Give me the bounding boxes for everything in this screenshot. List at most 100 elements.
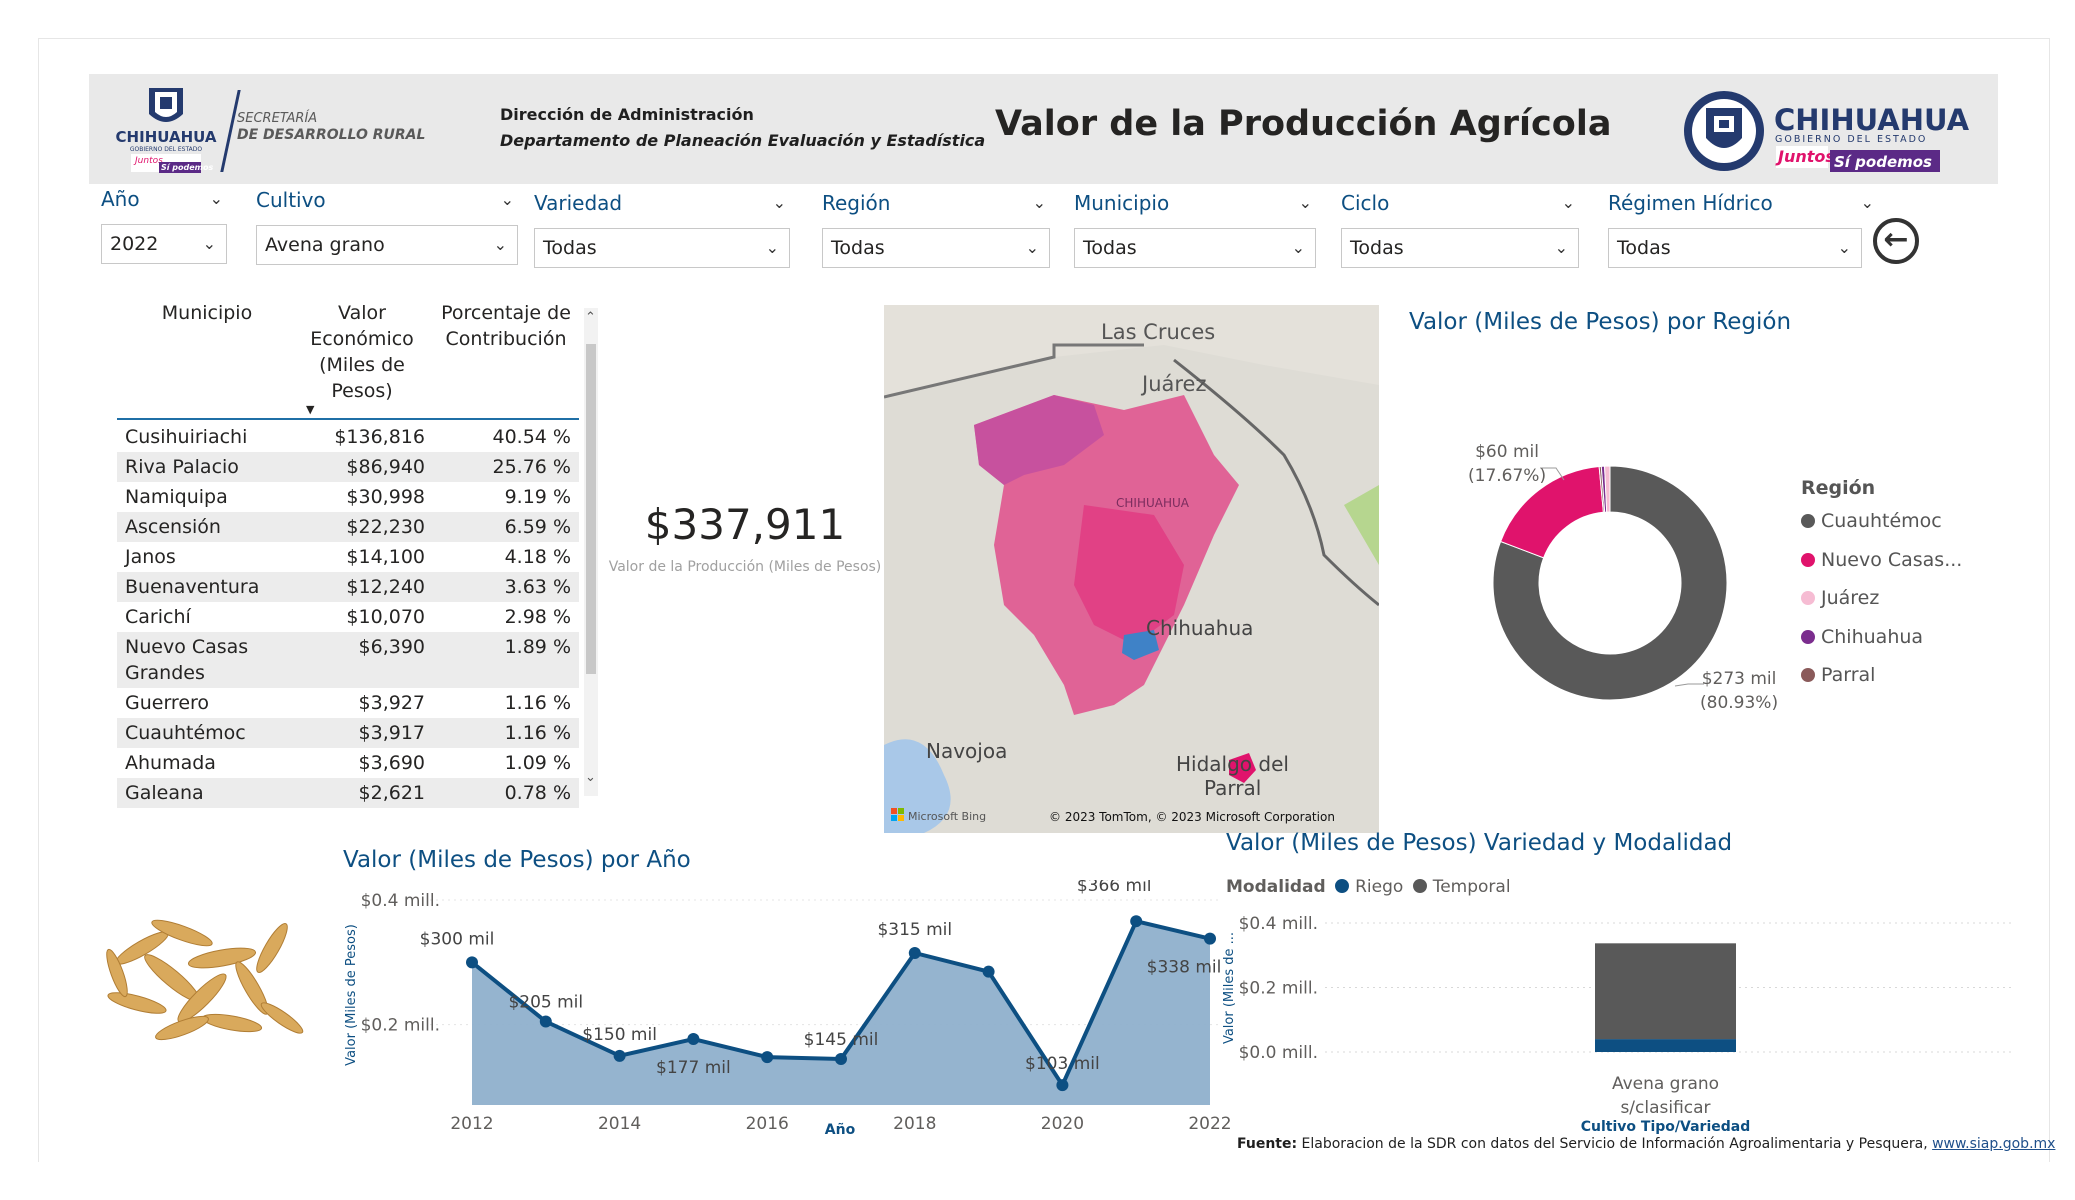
- table-row[interactable]: Cusihuiriachi $136,816 40.54 %: [117, 422, 579, 452]
- donut-label-cuauhtemoc: $273 mil (80.93%): [1700, 667, 1778, 715]
- y-tick-label: $0.0 mill.: [1239, 1043, 1318, 1063]
- source-link[interactable]: www.siap.gob.mx: [1932, 1136, 2056, 1152]
- table-header-porcentaje[interactable]: Porcentaje de Contribución: [435, 300, 577, 352]
- table-row[interactable]: Buenaventura $12,240 3.63 %: [117, 572, 579, 602]
- table-scrollbar[interactable]: ⌃ ⌄: [584, 308, 598, 796]
- data-point[interactable]: [761, 1051, 774, 1064]
- sort-descending-icon[interactable]: ▼: [306, 403, 315, 416]
- legend-label-temporal[interactable]: Temporal: [1432, 877, 1511, 897]
- chevron-down-icon[interactable]: ⌄: [772, 193, 786, 212]
- data-label: $205 mil: [508, 993, 583, 1013]
- table-row[interactable]: Guerrero $3,927 1.16 %: [117, 688, 579, 718]
- data-point[interactable]: [1130, 915, 1143, 928]
- filter-cultivo-dropdown[interactable]: Avena grano ⌄: [256, 225, 518, 265]
- legend-dot: [1801, 630, 1815, 644]
- donut-slice[interactable]: [1604, 465, 1611, 513]
- filter-ano[interactable]: Año ⌄ 2022 ⌄: [101, 187, 227, 264]
- chevron-up-icon[interactable]: ⌃: [585, 310, 596, 325]
- data-point[interactable]: [1204, 932, 1216, 945]
- table-row[interactable]: Janos $14,100 4.18 %: [117, 542, 579, 572]
- map-label: Las Cruces: [1101, 320, 1215, 344]
- table-row[interactable]: Galeana $2,621 0.78 %: [117, 778, 579, 808]
- chevron-down-icon[interactable]: ⌄: [1032, 193, 1046, 212]
- table-row[interactable]: Namiquipa $30,998 9.19 %: [117, 482, 579, 512]
- cell-pct: 25.76 %: [492, 456, 572, 478]
- map-copyright: © 2023 TomTom, © 2023 Microsoft Corporat…: [1049, 810, 1335, 824]
- cell-municipio: Galeana: [125, 782, 204, 804]
- filter-ciclo-value: Todas: [1350, 237, 1404, 259]
- data-label: $366 mil: [1077, 880, 1152, 896]
- data-point[interactable]: [1056, 1079, 1069, 1092]
- filter-regimen-dropdown[interactable]: Todas ⌄: [1608, 228, 1862, 268]
- chevron-down-icon[interactable]: ⌄: [1298, 193, 1312, 212]
- filter-ciclo[interactable]: Ciclo ⌄ Todas ⌄: [1341, 191, 1579, 268]
- data-point[interactable]: [687, 1033, 700, 1046]
- chevron-down-icon[interactable]: ⌄: [209, 189, 223, 208]
- data-point[interactable]: [908, 946, 921, 959]
- chevron-down-icon[interactable]: ⌄: [500, 190, 514, 209]
- legend-item[interactable]: Juárez: [1801, 587, 1879, 609]
- filter-variedad[interactable]: Variedad ⌄ Todas ⌄: [534, 191, 790, 268]
- legend-item[interactable]: Parral: [1801, 664, 1875, 686]
- legend-item[interactable]: Chihuahua: [1801, 626, 1923, 648]
- filter-ano-dropdown[interactable]: 2022 ⌄: [101, 224, 227, 264]
- data-label: $315 mil: [877, 920, 952, 940]
- variety-bar-chart[interactable]: $0.4 mill. $0.2 mill. $0.0 mill.Valor (Mil…: [1215, 900, 2025, 1140]
- filter-region[interactable]: Región ⌄ Todas ⌄: [822, 191, 1050, 268]
- legend-label-riego[interactable]: Riego: [1355, 877, 1404, 897]
- chevron-down-icon: ⌄: [1025, 238, 1039, 257]
- department-info: Dirección de Administración Departamento…: [500, 102, 985, 154]
- bar-temporal[interactable]: [1595, 943, 1736, 1040]
- table-row[interactable]: Riva Palacio $86,940 25.76 %: [117, 452, 579, 482]
- secretaria-label: SECRETARÍA DE DESARROLLO RURAL: [237, 110, 425, 144]
- data-point[interactable]: [613, 1049, 626, 1062]
- table-row[interactable]: Nuevo Casas Grandes $6,390 1.89 %: [117, 632, 579, 688]
- data-point[interactable]: [982, 965, 995, 978]
- filter-region-dropdown[interactable]: Todas ⌄: [822, 228, 1050, 268]
- chevron-down-icon[interactable]: ⌄: [585, 770, 596, 785]
- chevron-down-icon[interactable]: ⌄: [1860, 193, 1874, 212]
- legend-label: Chihuahua: [1821, 626, 1924, 648]
- region-chart-title: Valor (Miles de Pesos) por Región: [1409, 309, 1792, 335]
- page-title: Valor de la Producción Agrícola: [995, 104, 1612, 144]
- x-tick-label: 2016: [746, 1114, 789, 1134]
- filter-municipio[interactable]: Municipio ⌄ Todas ⌄: [1074, 191, 1316, 268]
- data-point[interactable]: [539, 1015, 552, 1028]
- cell-municipio: Carichí: [125, 606, 191, 628]
- year-area-chart[interactable]: $0.4 mill. $0.2 mill.Valor (Miles de Peso…: [340, 880, 1240, 1140]
- area-fill: [472, 921, 1210, 1105]
- filter-variedad-dropdown[interactable]: Todas ⌄: [534, 228, 790, 268]
- table-header-municipio[interactable]: Municipio: [161, 302, 253, 324]
- scrollbar-thumb[interactable]: [586, 344, 596, 674]
- header-valor-line: Económico: [310, 328, 414, 350]
- bar-riego[interactable]: [1595, 1039, 1736, 1052]
- x-tick-label: Avena grano: [1612, 1074, 1719, 1094]
- header-valor-line: (Miles de: [319, 354, 405, 376]
- cell-valor: $3,927: [358, 692, 425, 714]
- table-row[interactable]: Cuauhtémoc $3,917 1.16 %: [117, 718, 579, 748]
- region-map[interactable]: Las Cruces Juárez CHIHUAHUA Chihuahua Na…: [884, 305, 1379, 833]
- donut-slice[interactable]: [1492, 465, 1728, 701]
- leader-line: [1540, 467, 1565, 481]
- filter-cultivo[interactable]: Cultivo ⌄ Avena grano ⌄: [256, 188, 518, 265]
- filter-municipio-dropdown[interactable]: Todas ⌄: [1074, 228, 1316, 268]
- region-donut-chart[interactable]: [1460, 440, 1760, 740]
- legend-dot: [1335, 879, 1350, 893]
- x-tick-label: 2020: [1041, 1114, 1084, 1134]
- legend-item[interactable]: Cuauhtémoc: [1801, 510, 1942, 532]
- cell-valor: $14,100: [346, 546, 425, 568]
- map-label: CHIHUAHUA: [1116, 496, 1190, 510]
- table-header-valor[interactable]: Valor Económico (Miles de Pesos): [297, 300, 427, 404]
- data-label: $145 mil: [804, 1030, 879, 1050]
- header-pct-line: Porcentaje de: [441, 302, 571, 324]
- legend-item[interactable]: Nuevo Casas...: [1801, 549, 1962, 571]
- table-row[interactable]: Carichí $10,070 2.98 %: [117, 602, 579, 632]
- filter-regimen-hidrico[interactable]: Régimen Hídrico ⌄ Todas ⌄: [1608, 191, 1874, 268]
- table-row[interactable]: Ahumada $3,690 1.09 %: [117, 748, 579, 778]
- table-row[interactable]: Ascensión $22,230 6.59 %: [117, 512, 579, 542]
- data-point[interactable]: [466, 956, 478, 969]
- filter-ciclo-dropdown[interactable]: Todas ⌄: [1341, 228, 1579, 268]
- data-point[interactable]: [835, 1052, 847, 1065]
- chevron-down-icon[interactable]: ⌄: [1561, 193, 1575, 212]
- arrow-left-circle-icon[interactable]: ←: [1873, 218, 1919, 264]
